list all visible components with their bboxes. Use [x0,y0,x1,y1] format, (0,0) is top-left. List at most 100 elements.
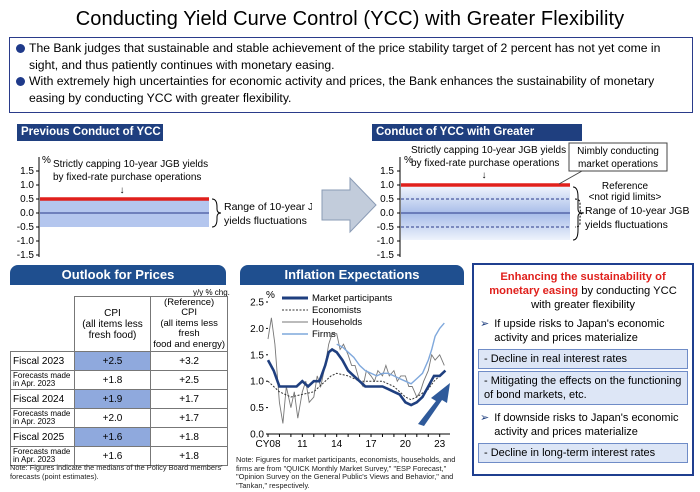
series-line-firms [336,322,445,385]
legend-label: Market participants [312,293,393,304]
range-brace-icon [211,198,222,228]
y-tick: -0.5 [17,222,35,233]
bullet-icon [16,77,25,86]
upside-heading: ➢ If upside risks to Japan's economic act… [480,318,665,344]
cpi-value: +1.9 [73,389,152,409]
cap-text: Strictly capping 10-year JGB yields [411,145,566,156]
summary-bullet: With extremely high uncertainties for ec… [16,73,686,106]
series-line-households [267,317,445,424]
downside-heading: ➢ If downside risks to Japan's economic a… [480,412,679,438]
y-tick: 0.0 [380,208,394,219]
summary-bullet: The Bank judges that sustainable and sta… [16,40,686,73]
reference-text: Reference [602,181,649,192]
inflation-note: Note: Figures for market participants, e… [236,455,456,490]
core-value: +1.7 [150,389,228,409]
arrow-icon: ➢ [480,412,490,424]
range-brace-icon [572,186,583,241]
table-row: Forecasts made in Apr. 2023 +2.0 +1.7 [10,408,228,428]
x-tick-label: 17 [365,439,377,450]
sustainability-panel: Enhancing the sustainability of monetary… [472,263,694,476]
inflation-chart-wrap: % 0.0 0.5 1.0 1.5 2.0 2.5 CY08 11 14 17 20 23 Mark… [236,286,466,458]
y-tick: -1.0 [17,236,35,247]
down-arrow-icon: ↓ [482,170,487,181]
y-tick: 0.0 [20,208,34,219]
downside-item: - Decline in long-term interest rates [478,443,688,463]
nimble-callout [568,142,668,172]
range-text: Range of 10-year JGB [224,201,312,213]
col-header-core: (Reference) CPI (all items less fresh food … [150,296,228,352]
col-header-cpi: CPI (all items less fresh food) [73,296,152,352]
y-tick-label: 2.5 [250,298,264,309]
row-label: Forecasts made in Apr. 2023 [10,446,75,466]
reference-brace-icon [574,198,585,228]
y-tick: 1.5 [380,166,394,177]
arrow-icon: ➢ [480,318,490,330]
legend-label: Economists [312,305,361,316]
cap-text: by fixed-rate purchase operations [53,172,201,183]
table-row: Fiscal 2023 +2.5 +3.2 [10,351,228,371]
upside-item: - Mitigating the effects on the function… [478,371,688,405]
row-label: Fiscal 2025 [10,427,75,447]
bullet-text: With extremely high uncertainties for ec… [29,74,655,105]
outlook-header: Outlook for Prices [10,265,226,285]
core-value: +1.8 [150,427,228,447]
cpi-value: +1.6 [73,427,152,447]
y-tick: 1.0 [20,180,34,191]
unit-label: % [42,155,51,166]
page-title: Conducting Yield Curve Control (YCC) wit… [75,8,625,30]
y-tick: -1.5 [17,250,35,261]
row-label: Fiscal 2023 [10,351,75,371]
summary-box: The Bank judges that sustainable and sta… [9,37,693,113]
cap-text: Strictly capping 10-year JGB yields [53,159,208,170]
y-tick: 0.5 [20,194,34,205]
y-tick-label: 1.5 [250,350,264,361]
outlook-unit: y/y % chg. [193,288,230,297]
range-text: Range of 10-year JGB [585,205,689,217]
cpi-value: +1.6 [73,446,152,466]
table-row: Fiscal 2025 +1.6 +1.8 [10,427,228,447]
down-arrow-icon: ↓ [120,185,125,196]
bullet-icon [16,44,25,53]
nimble-text: market operations [578,159,658,170]
x-tick-label: 11 [297,439,308,450]
outlook-table: CPI (all items less fresh food) (Reference… [10,296,228,466]
table-row: Forecasts made in Apr. 2023 +1.8 +2.5 [10,370,228,390]
x-tick-label: 14 [331,439,343,450]
cpi-value: +2.5 [73,351,152,371]
new-ycc-header: Conduct of YCC with Greater Flexibility [372,124,582,155]
y-tick-label: 2.0 [250,324,264,335]
bullet-text: The Bank judges that sustainable and sta… [29,41,661,72]
y-tick-label: 0.0 [250,430,264,441]
x-tick-label: CY08 [255,439,280,450]
inflation-header: Inflation Expectations [240,265,464,285]
transition-arrow-icon [320,176,378,234]
y-tick: -1.5 [377,250,395,261]
new-ycc-diagram: % 1.5 1.0 0.5 0.0 -0.5 -1.0 -1.5 Strictl… [377,142,689,261]
core-value: +1.7 [150,408,228,428]
new-ycc-panel: % 1.5 1.0 0.5 0.0 -0.5 -1.0 -1.5 Strictl… [367,142,697,264]
core-value: +3.2 [150,351,228,371]
y-tick: 0.5 [380,194,394,205]
row-label: Fiscal 2024 [10,389,75,409]
unit-label: % [404,155,413,166]
y-tick-label: 1.0 [250,377,264,388]
legend-label: Firms [312,329,336,340]
y-tick: -1.0 [377,236,395,247]
core-value: +2.5 [150,370,228,390]
outlook-note: Note: Figures indicate the medians of th… [10,463,223,481]
row-label: Forecasts made in Apr. 2023 [10,408,75,428]
y-tick: 1.0 [380,180,394,191]
x-tick-label: 23 [434,439,446,450]
outlook-table-wrap: CPI (all items less fresh food) (Reference… [10,296,228,466]
cpi-value: +2.0 [73,408,152,428]
inflation-chart: % 0.0 0.5 1.0 1.5 2.0 2.5 CY08 11 14 17 20 23 Mark… [250,290,450,450]
series-line-market-participants [266,347,447,407]
previous-ycc-header: Previous Conduct of YCC [17,124,163,141]
y-unit-label: % [266,290,275,301]
callout-pointer [558,170,583,185]
y-tick: 1.5 [20,166,34,177]
reference-text: <not rigid limits> [589,192,662,203]
sustainability-heading: Enhancing the sustainability of monetary… [489,271,677,311]
previous-ycc-panel: % 1.5 1.0 0.5 0.0 -0.5 -1.0 -1.5 Strictl… [12,145,329,263]
nimble-text: Nimbly conducting [577,146,659,157]
